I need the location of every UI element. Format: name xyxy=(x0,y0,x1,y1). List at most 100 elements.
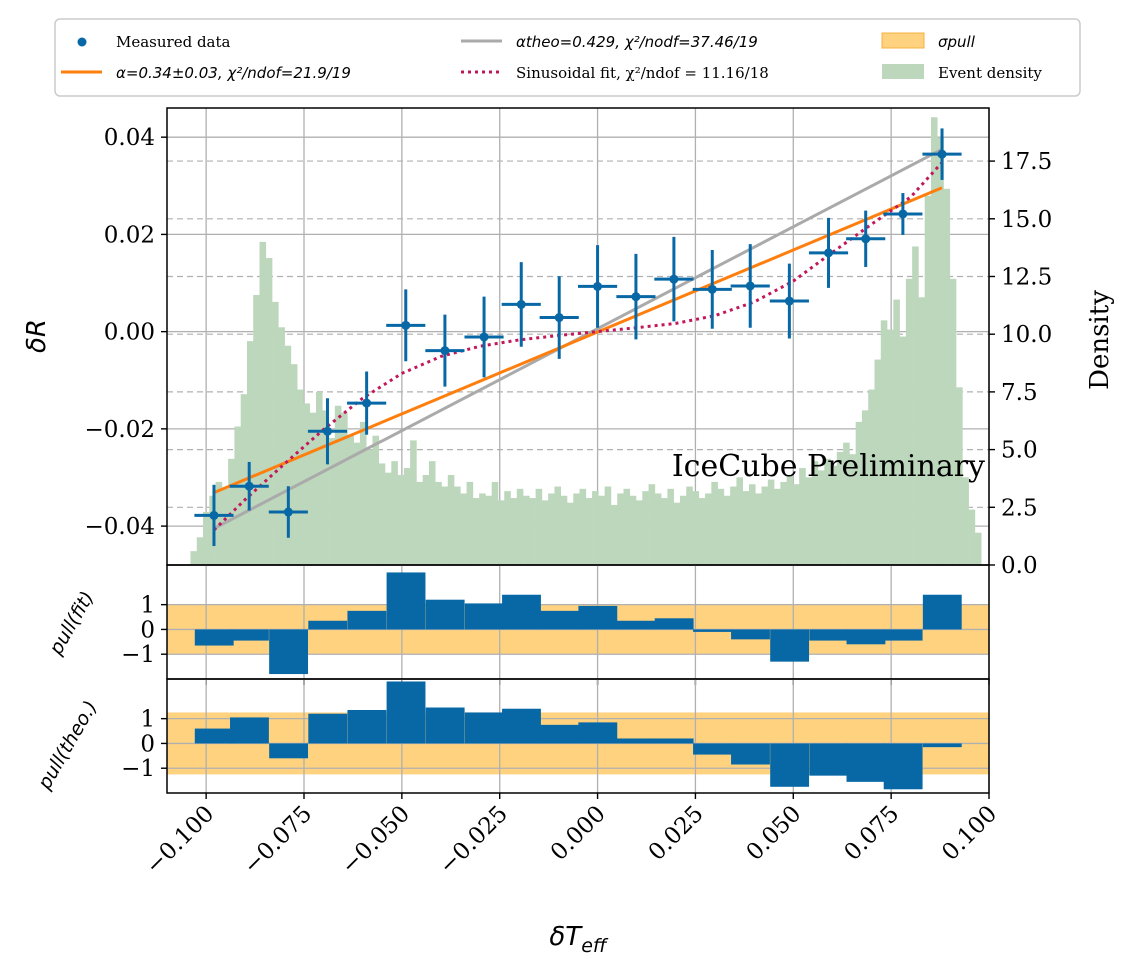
measured-point xyxy=(516,299,526,309)
density-bar xyxy=(328,438,336,565)
density-bar xyxy=(234,426,241,565)
measured-point xyxy=(937,149,947,159)
density-bar xyxy=(416,481,423,565)
density-bar xyxy=(378,463,386,565)
density-bar xyxy=(692,491,700,565)
density-bar xyxy=(366,449,373,565)
density-bar xyxy=(535,488,543,565)
density-bar xyxy=(742,491,750,565)
density-bar xyxy=(497,500,505,565)
pull-fit-label: pull(fit) xyxy=(44,588,98,660)
density-bar xyxy=(560,495,568,565)
density-bar xyxy=(937,138,944,565)
y-axis-label: δR xyxy=(22,319,52,353)
density-bar xyxy=(880,320,888,565)
density-histogram xyxy=(190,117,982,565)
measured-point xyxy=(209,510,219,520)
density-bar xyxy=(610,504,618,565)
density-bar xyxy=(805,477,813,565)
density-bar xyxy=(843,442,850,565)
pull-y-tick-label: 0 xyxy=(140,731,155,757)
x-tick-label: 0.075 xyxy=(839,801,904,866)
pull-bar xyxy=(770,629,810,662)
pull-bar xyxy=(770,743,810,787)
density-bar xyxy=(930,117,938,565)
density-bar xyxy=(466,481,474,565)
density-bar xyxy=(893,299,900,565)
legend-label-sigma-pull: σpull xyxy=(938,33,976,51)
pull-bar xyxy=(269,629,309,675)
density-bar xyxy=(679,495,687,565)
measured-point xyxy=(707,284,717,294)
density-bar xyxy=(956,387,963,565)
density-bar xyxy=(598,495,605,565)
y-right-tick-label: 7.5 xyxy=(1001,380,1038,406)
density-bar xyxy=(711,481,718,565)
fit-lines xyxy=(212,147,944,532)
density-bar xyxy=(623,488,631,565)
density-bar xyxy=(341,412,348,565)
x-axis-label-main: δT xyxy=(549,922,583,952)
density-bar xyxy=(259,241,267,565)
pull-bar xyxy=(464,712,504,744)
density-bar xyxy=(836,451,844,565)
main-axes: −0.04 −0.02 0.00 0.02 0.04 0.0 2.5 5.0 7.5 10.0 12… xyxy=(85,107,1052,579)
fit-line xyxy=(213,186,943,494)
y-tick-label: −0.04 xyxy=(85,514,155,540)
density-bar xyxy=(403,468,411,565)
density-bar xyxy=(567,502,574,565)
pull-bar xyxy=(194,728,234,744)
legend-label-theo: αtheo=0.429, χ²/nodf=37.46/19 xyxy=(516,33,758,51)
density-bar xyxy=(435,481,442,565)
y-right-tick-label: 10.0 xyxy=(1001,322,1052,348)
density-bar xyxy=(717,488,725,565)
pull-fit-panel: −101 xyxy=(121,564,990,685)
density-bar xyxy=(654,493,662,565)
density-bar xyxy=(303,403,311,565)
density-bar xyxy=(523,495,530,565)
x-tick-label: −0.050 xyxy=(337,801,416,880)
density-bar xyxy=(918,297,925,565)
density-bar xyxy=(855,421,863,565)
measured-point xyxy=(824,248,834,258)
pull-y-tick-label: 1 xyxy=(140,707,155,733)
density-bar xyxy=(309,412,317,565)
pull-bar xyxy=(731,629,770,640)
y-right-tick-label: 15.0 xyxy=(1001,207,1052,233)
measured-point xyxy=(479,332,489,342)
density-bar xyxy=(441,486,449,565)
pull-bar xyxy=(809,629,849,641)
pull-y-tick-label: 1 xyxy=(140,593,155,619)
density-bar xyxy=(410,440,417,565)
density-bar xyxy=(636,500,643,565)
measured-point xyxy=(898,209,908,219)
pull-bar xyxy=(846,629,886,645)
density-bar xyxy=(698,498,706,565)
density-bar xyxy=(472,498,480,565)
density-bar xyxy=(359,421,367,565)
pull-y-tick-label: −1 xyxy=(121,642,155,668)
y-tick-label: 0.00 xyxy=(104,320,155,346)
density-bar xyxy=(661,498,668,565)
pull-bar xyxy=(540,610,579,630)
y-axis-right-label: Density xyxy=(1085,290,1115,390)
pull-bar xyxy=(194,629,234,646)
density-bar xyxy=(824,458,831,565)
x-tick-label: −0.075 xyxy=(239,801,318,880)
density-bar xyxy=(818,470,825,565)
density-bar xyxy=(460,493,467,565)
density-bar xyxy=(648,484,656,565)
measured-point xyxy=(784,296,794,306)
density-bar xyxy=(297,389,304,565)
density-bar xyxy=(642,491,649,565)
density-bar xyxy=(974,532,982,565)
density-bar xyxy=(272,301,279,565)
pull-bar xyxy=(883,629,923,641)
density-bar xyxy=(767,479,775,565)
legend-swatch-density xyxy=(882,64,924,79)
density-bar xyxy=(705,493,712,565)
density-bar xyxy=(554,486,562,565)
density-bar xyxy=(347,435,354,565)
y-right-tick-label: 17.5 xyxy=(1001,149,1052,175)
